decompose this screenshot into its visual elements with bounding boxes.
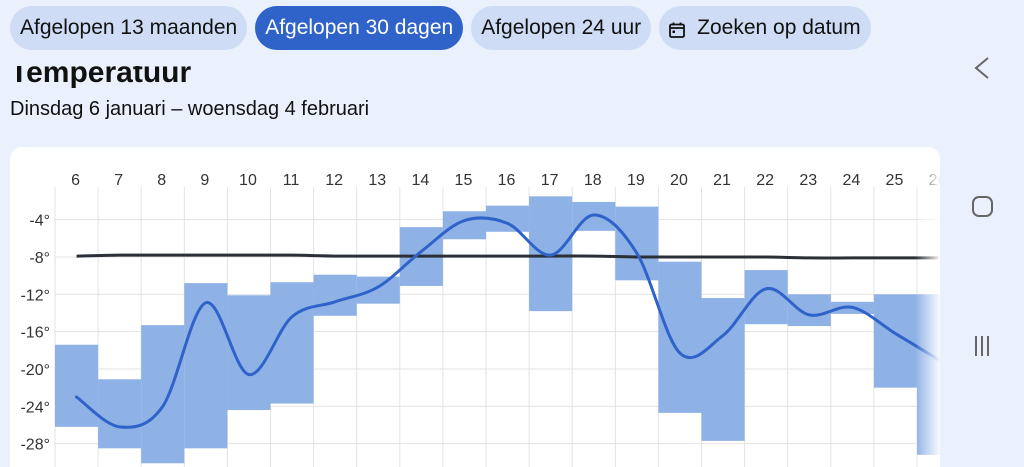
filter-24-hours-button[interactable]: Afgelopen 24 uur <box>471 6 652 50</box>
x-tick-label: 7 <box>114 172 123 189</box>
y-tick-label: -20° <box>20 362 50 379</box>
recents-icon <box>975 336 989 356</box>
section-title-container: Temperatuur <box>10 66 410 90</box>
back-icon <box>974 57 989 79</box>
y-tick-label: -12° <box>20 287 50 304</box>
y-tick-label: -4° <box>29 213 50 230</box>
temperature-range-bar <box>658 261 702 413</box>
recents-button[interactable] <box>940 326 1024 366</box>
x-tick-label: 9 <box>200 172 209 189</box>
filter-13-months-button[interactable]: Afgelopen 13 maanden <box>10 6 248 50</box>
system-navigation <box>940 0 1024 454</box>
x-tick-label: 15 <box>455 172 473 189</box>
x-tick-label: 14 <box>411 172 429 189</box>
filter-13-months-label: Afgelopen 13 maanden <box>20 16 238 39</box>
temperature-range-bar <box>615 206 659 281</box>
temperature-line <box>75 213 940 429</box>
y-tick-label: -16° <box>20 325 50 342</box>
x-tick-label: 10 <box>239 172 257 189</box>
filter-chips: Afgelopen 13 maanden Afgelopen 30 dagen … <box>10 6 871 50</box>
x-tick-label: 8 <box>157 172 166 189</box>
home-button[interactable] <box>940 187 1024 227</box>
back-button[interactable] <box>940 48 1024 88</box>
x-tick-label: 25 <box>886 172 904 189</box>
x-tick-label: 12 <box>325 172 343 189</box>
temperature-range-bar <box>442 211 486 240</box>
temperature-range-bar <box>313 274 357 316</box>
temperature-range-bar <box>141 325 185 464</box>
x-tick-label: 21 <box>713 172 731 189</box>
scroll-fade <box>915 147 940 467</box>
search-by-date-label: Zoeken op datum <box>697 16 861 39</box>
x-tick-label: 24 <box>842 172 860 189</box>
x-tick-label: 17 <box>541 172 559 189</box>
x-tick-label: 20 <box>670 172 688 189</box>
x-tick-label: 22 <box>756 172 774 189</box>
search-by-date-button[interactable]: Zoeken op datum <box>659 6 871 50</box>
filter-24-hours-label: Afgelopen 24 uur <box>481 16 642 39</box>
temperature-range-bar <box>184 283 228 449</box>
x-tick-label: 6 <box>71 172 80 189</box>
average-temperature-line <box>76 253 939 260</box>
y-tick-label: -8° <box>29 250 50 267</box>
x-tick-label: 19 <box>627 172 645 189</box>
calendar-icon <box>669 20 686 38</box>
temperature-range-bar <box>744 270 788 325</box>
section-title: Temperatuur <box>10 66 192 89</box>
home-icon <box>972 196 993 217</box>
x-tick-label: 16 <box>498 172 516 189</box>
temperature-chart-card[interactable]: 67891011121314151617181920212223242526-4… <box>10 147 940 467</box>
temperature-range-bar <box>270 282 314 404</box>
x-tick-label: 18 <box>584 172 602 189</box>
x-tick-label: 11 <box>283 172 300 189</box>
temperature-range-bar <box>356 276 400 304</box>
y-tick-label: -24° <box>20 399 50 416</box>
date-range: Dinsdag 6 januari – woensdag 4 februari <box>10 98 370 120</box>
temperature-range-bar <box>55 344 99 427</box>
temperature-range-bar <box>787 294 831 327</box>
x-tick-label: 23 <box>799 172 817 189</box>
filter-30-days-button[interactable]: Afgelopen 30 dagen <box>255 6 464 50</box>
x-tick-label: 13 <box>368 172 386 189</box>
temperature-range-bar <box>701 298 745 441</box>
temperature-chart[interactable]: 67891011121314151617181920212223242526-4… <box>10 147 940 467</box>
temperature-range-bar <box>98 379 142 449</box>
y-tick-label: -28° <box>20 437 50 454</box>
filter-30-days-label: Afgelopen 30 dagen <box>265 16 454 39</box>
